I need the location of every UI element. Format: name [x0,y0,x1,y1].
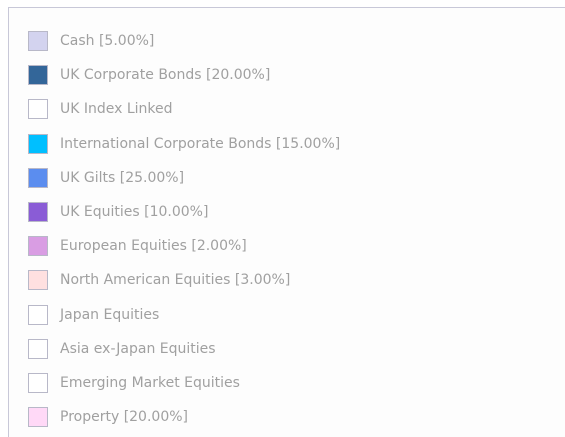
legend-label: UK Corporate Bonds [20.00%] [60,67,271,84]
legend-swatch [28,202,48,222]
legend-swatch [28,65,48,86]
legend-swatch [28,133,48,154]
legend-swatch [28,99,48,120]
legend-item: Property [20.00%] [28,406,188,428]
legend-swatch [28,236,48,257]
legend-item: UK Index Linked [28,98,173,120]
legend-label: European Equities [2.00%] [60,238,247,255]
legend-label: Asia ex-Japan Equities [60,340,216,357]
legend-item: Emerging Market Equities [28,372,240,394]
legend-label: Emerging Market Equities [60,375,240,391]
legend-item: Asia ex-Japan Equities [28,338,216,360]
legend-swatch [28,338,48,359]
legend-item: UK Equities [10.00%] [28,201,208,223]
legend-swatch [28,373,48,393]
legend-label: Property [20.00%] [60,409,188,426]
legend-item: UK Corporate Bonds [20.00%] [28,64,270,86]
legend-swatch [28,407,48,428]
legend-item: International Corporate Bonds [15.00%] [28,133,340,155]
legend-item: Japan Equities [28,304,159,326]
legend-label: Japan Equities [60,306,160,323]
legend-item: North American Equities [3.00%] [28,269,290,291]
legend-label: UK Index Linked [60,101,173,118]
legend-swatch [28,167,48,188]
legend-item: UK Gilts [25.00%] [28,167,184,189]
legend-item: European Equities [2.00%] [28,235,247,257]
legend-item: Cash [5.00%] [28,30,154,52]
legend-panel: Cash [5.00%] UK Corporate Bonds [20.00%] U… [8,7,565,437]
legend-label: North American Equities [3.00%] [60,272,291,289]
legend-label: Cash [5.00%] [60,33,155,49]
legend-swatch [28,31,48,51]
legend-label: International Corporate Bonds [15.00%] [60,135,341,152]
legend-swatch [28,304,48,325]
legend-swatch [28,270,48,291]
legend-label: UK Equities [10.00%] [60,204,209,220]
legend-label: UK Gilts [25.00%] [60,169,185,186]
